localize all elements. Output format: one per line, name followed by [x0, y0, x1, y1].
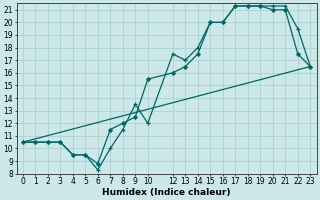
X-axis label: Humidex (Indice chaleur): Humidex (Indice chaleur)	[102, 188, 231, 197]
